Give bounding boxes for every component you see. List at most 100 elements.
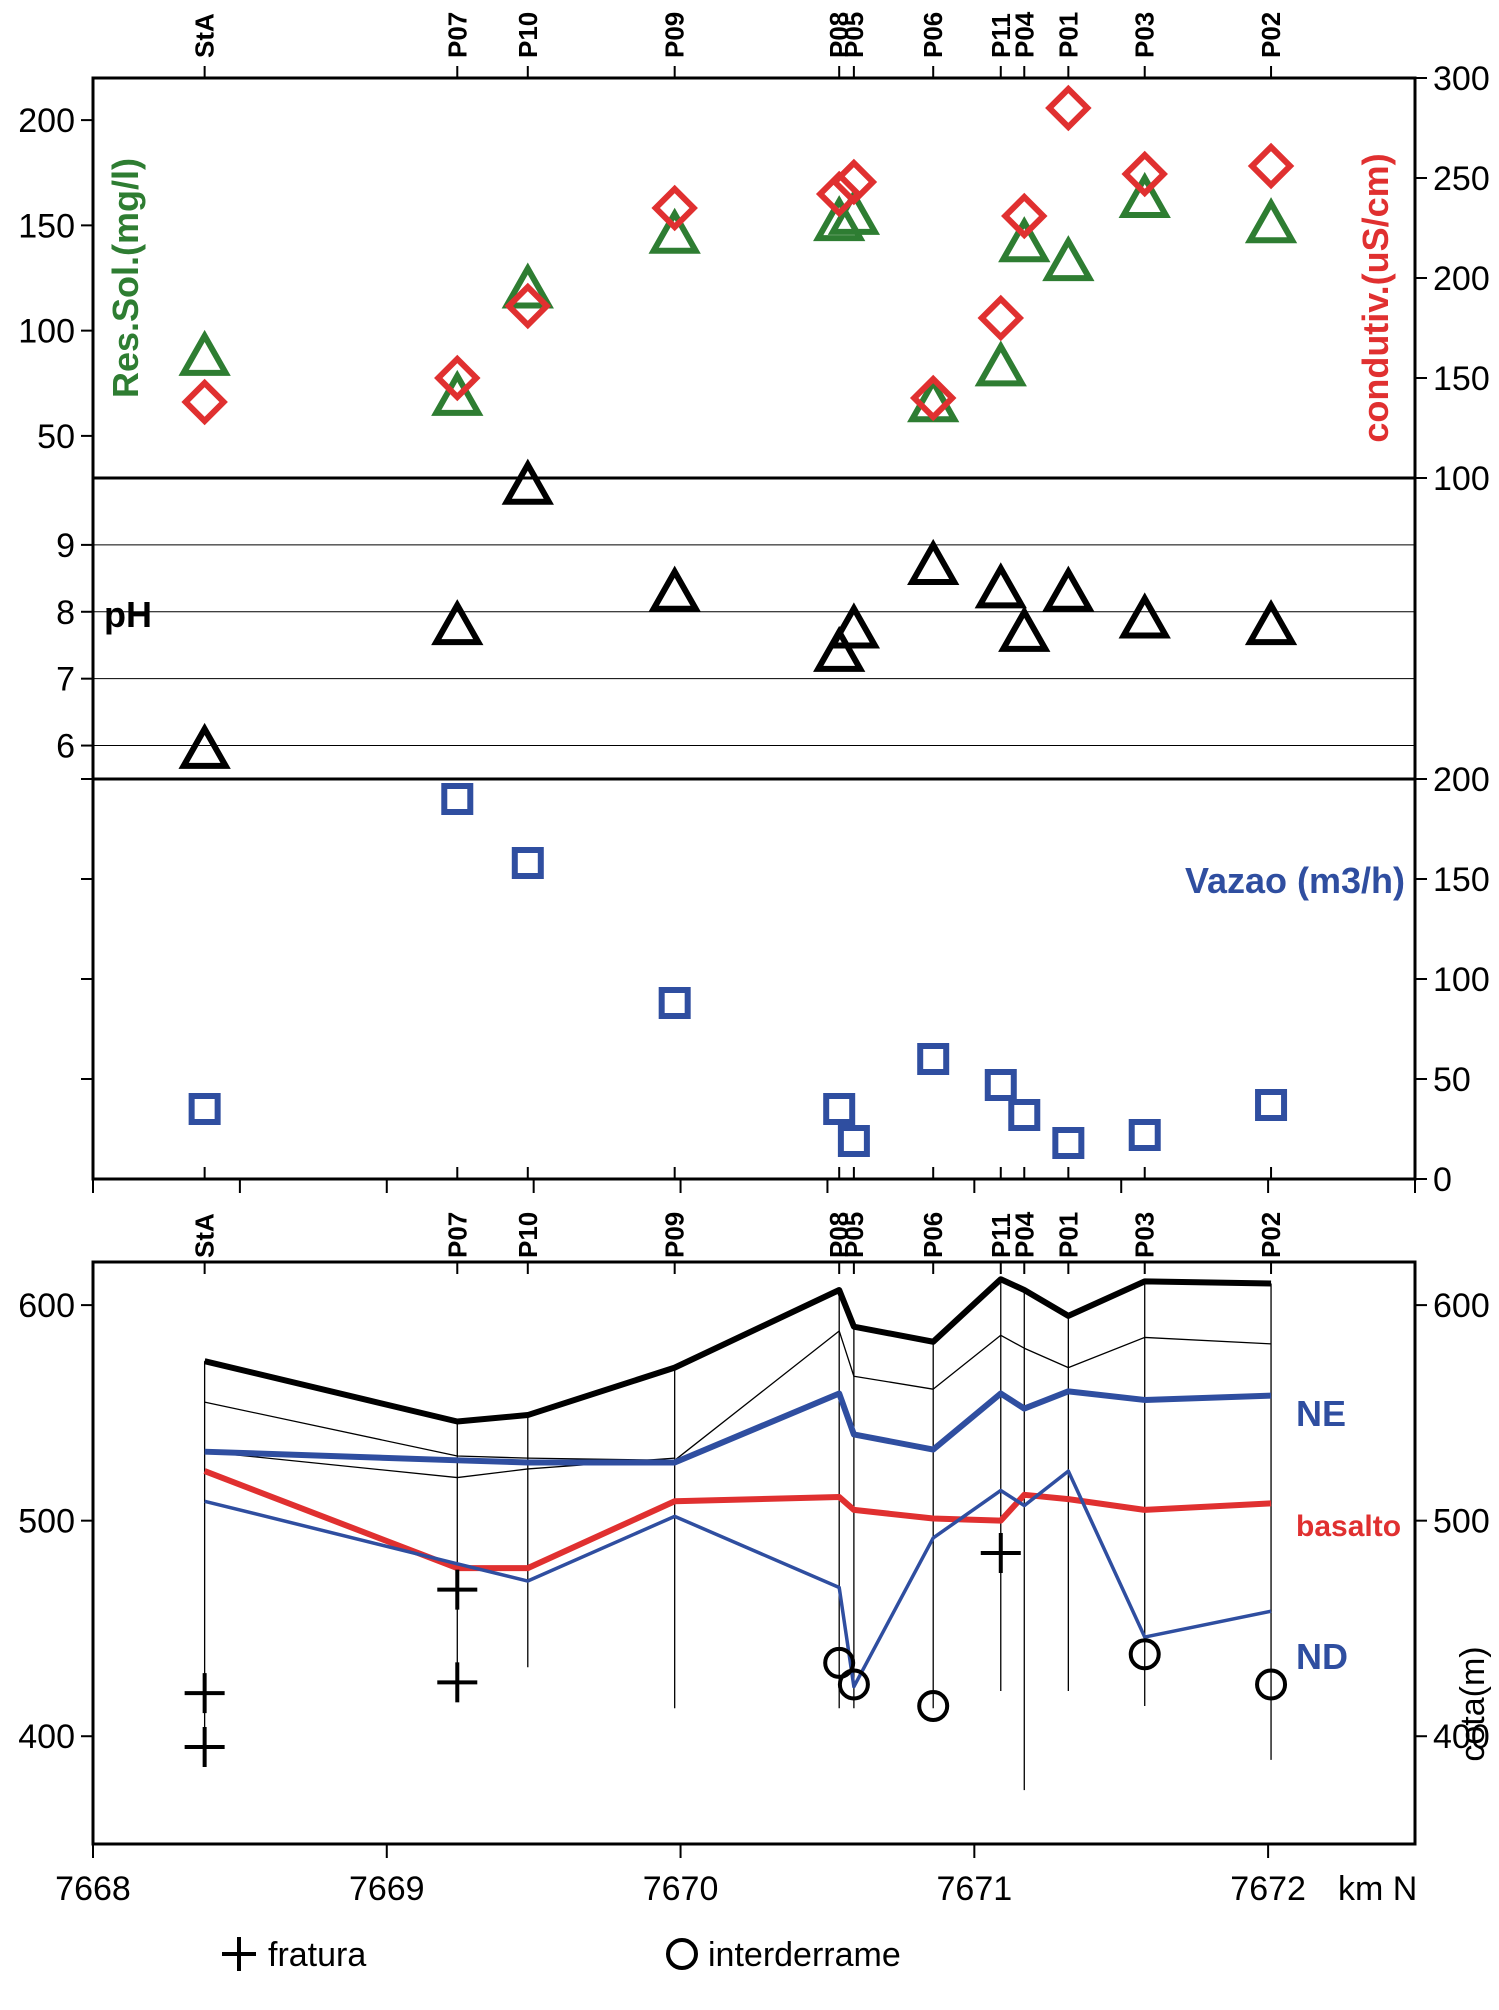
well-label: P07 [442, 1212, 472, 1258]
panel-solids-frame [91, 76, 1417, 480]
condutiv-axis-tick-label: 300 [1433, 60, 1490, 98]
well-label: P05 [839, 1212, 869, 1258]
condutiv-point [434, 354, 481, 402]
vazao-axis-tick-label: 0 [1433, 1161, 1452, 1199]
ph-point [1244, 599, 1298, 646]
fratura-marker [184, 1673, 225, 1714]
cota-right-tick-label: 400 [1433, 1718, 1490, 1756]
vazao-point [511, 847, 544, 879]
axes-ticks: 50 100 150 200 100 150 200 250 300 6 7 8 9 0 50 100 150 2… [18, 60, 1489, 1908]
ph-axis-title: pH [104, 594, 152, 635]
ph-point [974, 562, 1027, 609]
section-line-surface [203, 1276, 1272, 1425]
res-sol-point [1244, 197, 1298, 244]
condutiv-point [1247, 142, 1295, 190]
basalto-label: basalto [1296, 1510, 1401, 1543]
cota-axis-title: cota(m) [1454, 1646, 1492, 1761]
res-sol-axis-tick-label: 200 [18, 102, 75, 140]
cota-left-tick-label: 600 [18, 1287, 75, 1325]
res-sol-axis-tick-label: 150 [18, 207, 75, 245]
cota-left-tick-label: 500 [18, 1503, 75, 1541]
ph-axis-tick-label: 8 [56, 594, 75, 632]
legend-fratura-marker [222, 1937, 256, 1971]
vazao-axis-title: Vazao (m3/h) [1185, 860, 1405, 901]
vazao-point [658, 987, 691, 1019]
res-sol-point [431, 369, 484, 416]
condutiv-axis-tick-label: 100 [1433, 460, 1490, 498]
res-sol-point [178, 329, 231, 376]
km-axis-tick-label: 7672 [1230, 1870, 1306, 1908]
well-label: StA [190, 13, 220, 58]
km-axis-tick-label: 7670 [643, 1870, 719, 1908]
section-line-ne [204, 1388, 1272, 1466]
cota-right-tick-label: 600 [1433, 1287, 1490, 1325]
cota-left-tick-label: 400 [18, 1718, 75, 1756]
km-axis-tick-label: 7671 [937, 1870, 1013, 1908]
panel-frames [91, 76, 1417, 1846]
ph-point [178, 722, 231, 769]
ph-point [431, 599, 484, 646]
panel-flow-frame [91, 777, 1417, 1181]
vazao-point [1052, 1127, 1085, 1159]
vazao-axis-tick-label: 100 [1433, 961, 1490, 999]
res-sol-point [1118, 171, 1171, 218]
ph-point [1042, 565, 1095, 612]
scatter-marks [178, 84, 1298, 1159]
condutiv-point [815, 170, 863, 218]
condutiv-point [1121, 150, 1168, 198]
ph-axis-tick-label: 7 [56, 661, 75, 699]
res-sol-point [827, 188, 881, 235]
res-sol-axis-title: Res.Sol.(mg/l) [105, 158, 146, 398]
vazao-point [1255, 1089, 1288, 1121]
condutiv-point [830, 158, 878, 206]
well-label: P09 [660, 1212, 690, 1258]
vazao-point [837, 1125, 870, 1157]
condutiv-point [651, 184, 698, 232]
ph-point [501, 458, 554, 505]
ph-point [907, 538, 960, 585]
km-n-axis-title: km N [1338, 1870, 1417, 1908]
condutiv-axis-tick-label: 200 [1433, 260, 1490, 298]
fratura-marker [437, 1569, 478, 1610]
well-label: P06 [918, 12, 948, 58]
km-axis-tick-label: 7668 [55, 1870, 131, 1908]
interderrame-marker [917, 1690, 950, 1723]
vazao-axis-tick-label: 50 [1433, 1061, 1471, 1099]
vazao-point [984, 1069, 1017, 1101]
well-label: P02 [1256, 1212, 1286, 1258]
well-label: P02 [1256, 12, 1286, 58]
res-sol-point [501, 262, 554, 309]
legend: fratura interderrame [222, 1936, 901, 1974]
condutiv-point [181, 378, 228, 426]
res-sol-axis-tick-label: 100 [18, 313, 75, 351]
well-label: P03 [1130, 1212, 1160, 1258]
vazao-point [1128, 1119, 1161, 1151]
nd-label: ND [1296, 1636, 1348, 1677]
panel-ph-frame [91, 476, 1417, 781]
res-sol-point [1042, 235, 1095, 282]
vazao-point [1008, 1099, 1041, 1131]
vazao-point [823, 1093, 856, 1125]
fratura-marker [980, 1533, 1021, 1573]
ne-label: NE [1296, 1393, 1346, 1434]
fratura-marker [437, 1662, 478, 1703]
legend-fratura-label: fratura [268, 1936, 366, 1974]
interderrame-marker [1128, 1638, 1161, 1671]
section-line-nd [204, 1469, 1272, 1689]
well-labels: StAStAP07P07P10P10P09P09P08P08P05P05P06P… [190, 11, 1286, 1258]
well-label: P10 [513, 1212, 543, 1258]
vazao-axis-tick-label: 150 [1433, 861, 1490, 899]
condutiv-axis-tick-label: 150 [1433, 360, 1490, 398]
vazao-axis-tick-label: 200 [1433, 761, 1490, 799]
ph-axis-tick-label: 6 [56, 728, 75, 766]
km-axis-tick-label: 7669 [349, 1870, 425, 1908]
well-label: P03 [1130, 12, 1160, 58]
well-label: P05 [839, 12, 869, 58]
ph-point [813, 625, 866, 672]
well-label: P07 [442, 12, 472, 58]
ph-point [998, 605, 1051, 652]
well-label: P04 [1009, 11, 1039, 58]
ph-gridlines [93, 544, 1415, 747]
well-label: P11 [986, 1213, 1016, 1258]
